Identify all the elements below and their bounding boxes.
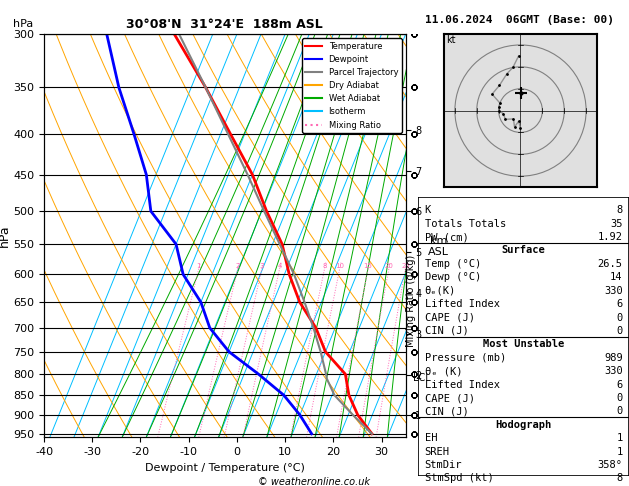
Text: CAPE (J): CAPE (J) <box>425 312 475 323</box>
Text: Totals Totals: Totals Totals <box>425 219 506 228</box>
Text: Pressure (mb): Pressure (mb) <box>425 353 506 363</box>
Text: Lifted Index: Lifted Index <box>425 380 499 390</box>
Y-axis label: hPa: hPa <box>0 225 11 247</box>
Text: PW (cm): PW (cm) <box>425 232 469 242</box>
Text: 20: 20 <box>384 262 393 269</box>
Text: 15: 15 <box>364 262 372 269</box>
Text: StmSpd (kt): StmSpd (kt) <box>425 473 493 484</box>
Text: 330: 330 <box>604 366 623 376</box>
Text: kt: kt <box>446 35 455 45</box>
Text: 1: 1 <box>196 262 201 269</box>
Text: θₑ(K): θₑ(K) <box>425 286 456 295</box>
Text: 8: 8 <box>322 262 327 269</box>
Text: 25: 25 <box>401 262 409 269</box>
Text: CIN (J): CIN (J) <box>425 326 469 336</box>
Text: Dewp (°C): Dewp (°C) <box>425 272 481 282</box>
Text: 1.92: 1.92 <box>598 232 623 242</box>
Text: 4: 4 <box>277 262 282 269</box>
Text: 14: 14 <box>610 272 623 282</box>
Text: K: K <box>425 205 431 215</box>
Text: LCL: LCL <box>413 373 431 383</box>
Text: Hodograph: Hodograph <box>496 420 552 430</box>
Text: Temp (°C): Temp (°C) <box>425 259 481 269</box>
Title: 30°08'N  31°24'E  188m ASL: 30°08'N 31°24'E 188m ASL <box>126 18 323 32</box>
Text: 6: 6 <box>616 380 623 390</box>
Text: 8: 8 <box>616 473 623 484</box>
Text: 0: 0 <box>616 406 623 417</box>
Text: 989: 989 <box>604 353 623 363</box>
Text: Lifted Index: Lifted Index <box>425 299 499 309</box>
Text: 1: 1 <box>616 433 623 443</box>
Text: θₑ (K): θₑ (K) <box>425 366 462 376</box>
Text: 0: 0 <box>616 326 623 336</box>
Text: 11.06.2024  06GMT (Base: 00): 11.06.2024 06GMT (Base: 00) <box>425 15 613 25</box>
Text: 35: 35 <box>610 219 623 228</box>
Text: CIN (J): CIN (J) <box>425 406 469 417</box>
Text: 0: 0 <box>616 312 623 323</box>
Text: SREH: SREH <box>425 447 450 457</box>
Legend: Temperature, Dewpoint, Parcel Trajectory, Dry Adiabat, Wet Adiabat, Isotherm, Mi: Temperature, Dewpoint, Parcel Trajectory… <box>302 38 401 133</box>
Text: EH: EH <box>425 433 437 443</box>
Text: StmDir: StmDir <box>425 460 462 470</box>
Text: CAPE (J): CAPE (J) <box>425 393 475 403</box>
Text: Surface: Surface <box>502 245 545 256</box>
Text: 2: 2 <box>236 262 240 269</box>
Text: © weatheronline.co.uk: © weatheronline.co.uk <box>259 477 370 486</box>
X-axis label: Dewpoint / Temperature (°C): Dewpoint / Temperature (°C) <box>145 463 305 473</box>
Y-axis label: km
ASL: km ASL <box>428 236 449 257</box>
Text: hPa: hPa <box>13 19 33 29</box>
Text: 26.5: 26.5 <box>598 259 623 269</box>
Text: 3: 3 <box>260 262 264 269</box>
Text: 10: 10 <box>335 262 344 269</box>
Text: Mixing Ratio (g/kg): Mixing Ratio (g/kg) <box>406 255 416 347</box>
Text: 6: 6 <box>616 299 623 309</box>
Text: 358°: 358° <box>598 460 623 470</box>
Text: 330: 330 <box>604 286 623 295</box>
Text: 8: 8 <box>616 205 623 215</box>
Text: Most Unstable: Most Unstable <box>483 339 564 349</box>
Text: 1: 1 <box>616 447 623 457</box>
Text: 0: 0 <box>616 393 623 403</box>
